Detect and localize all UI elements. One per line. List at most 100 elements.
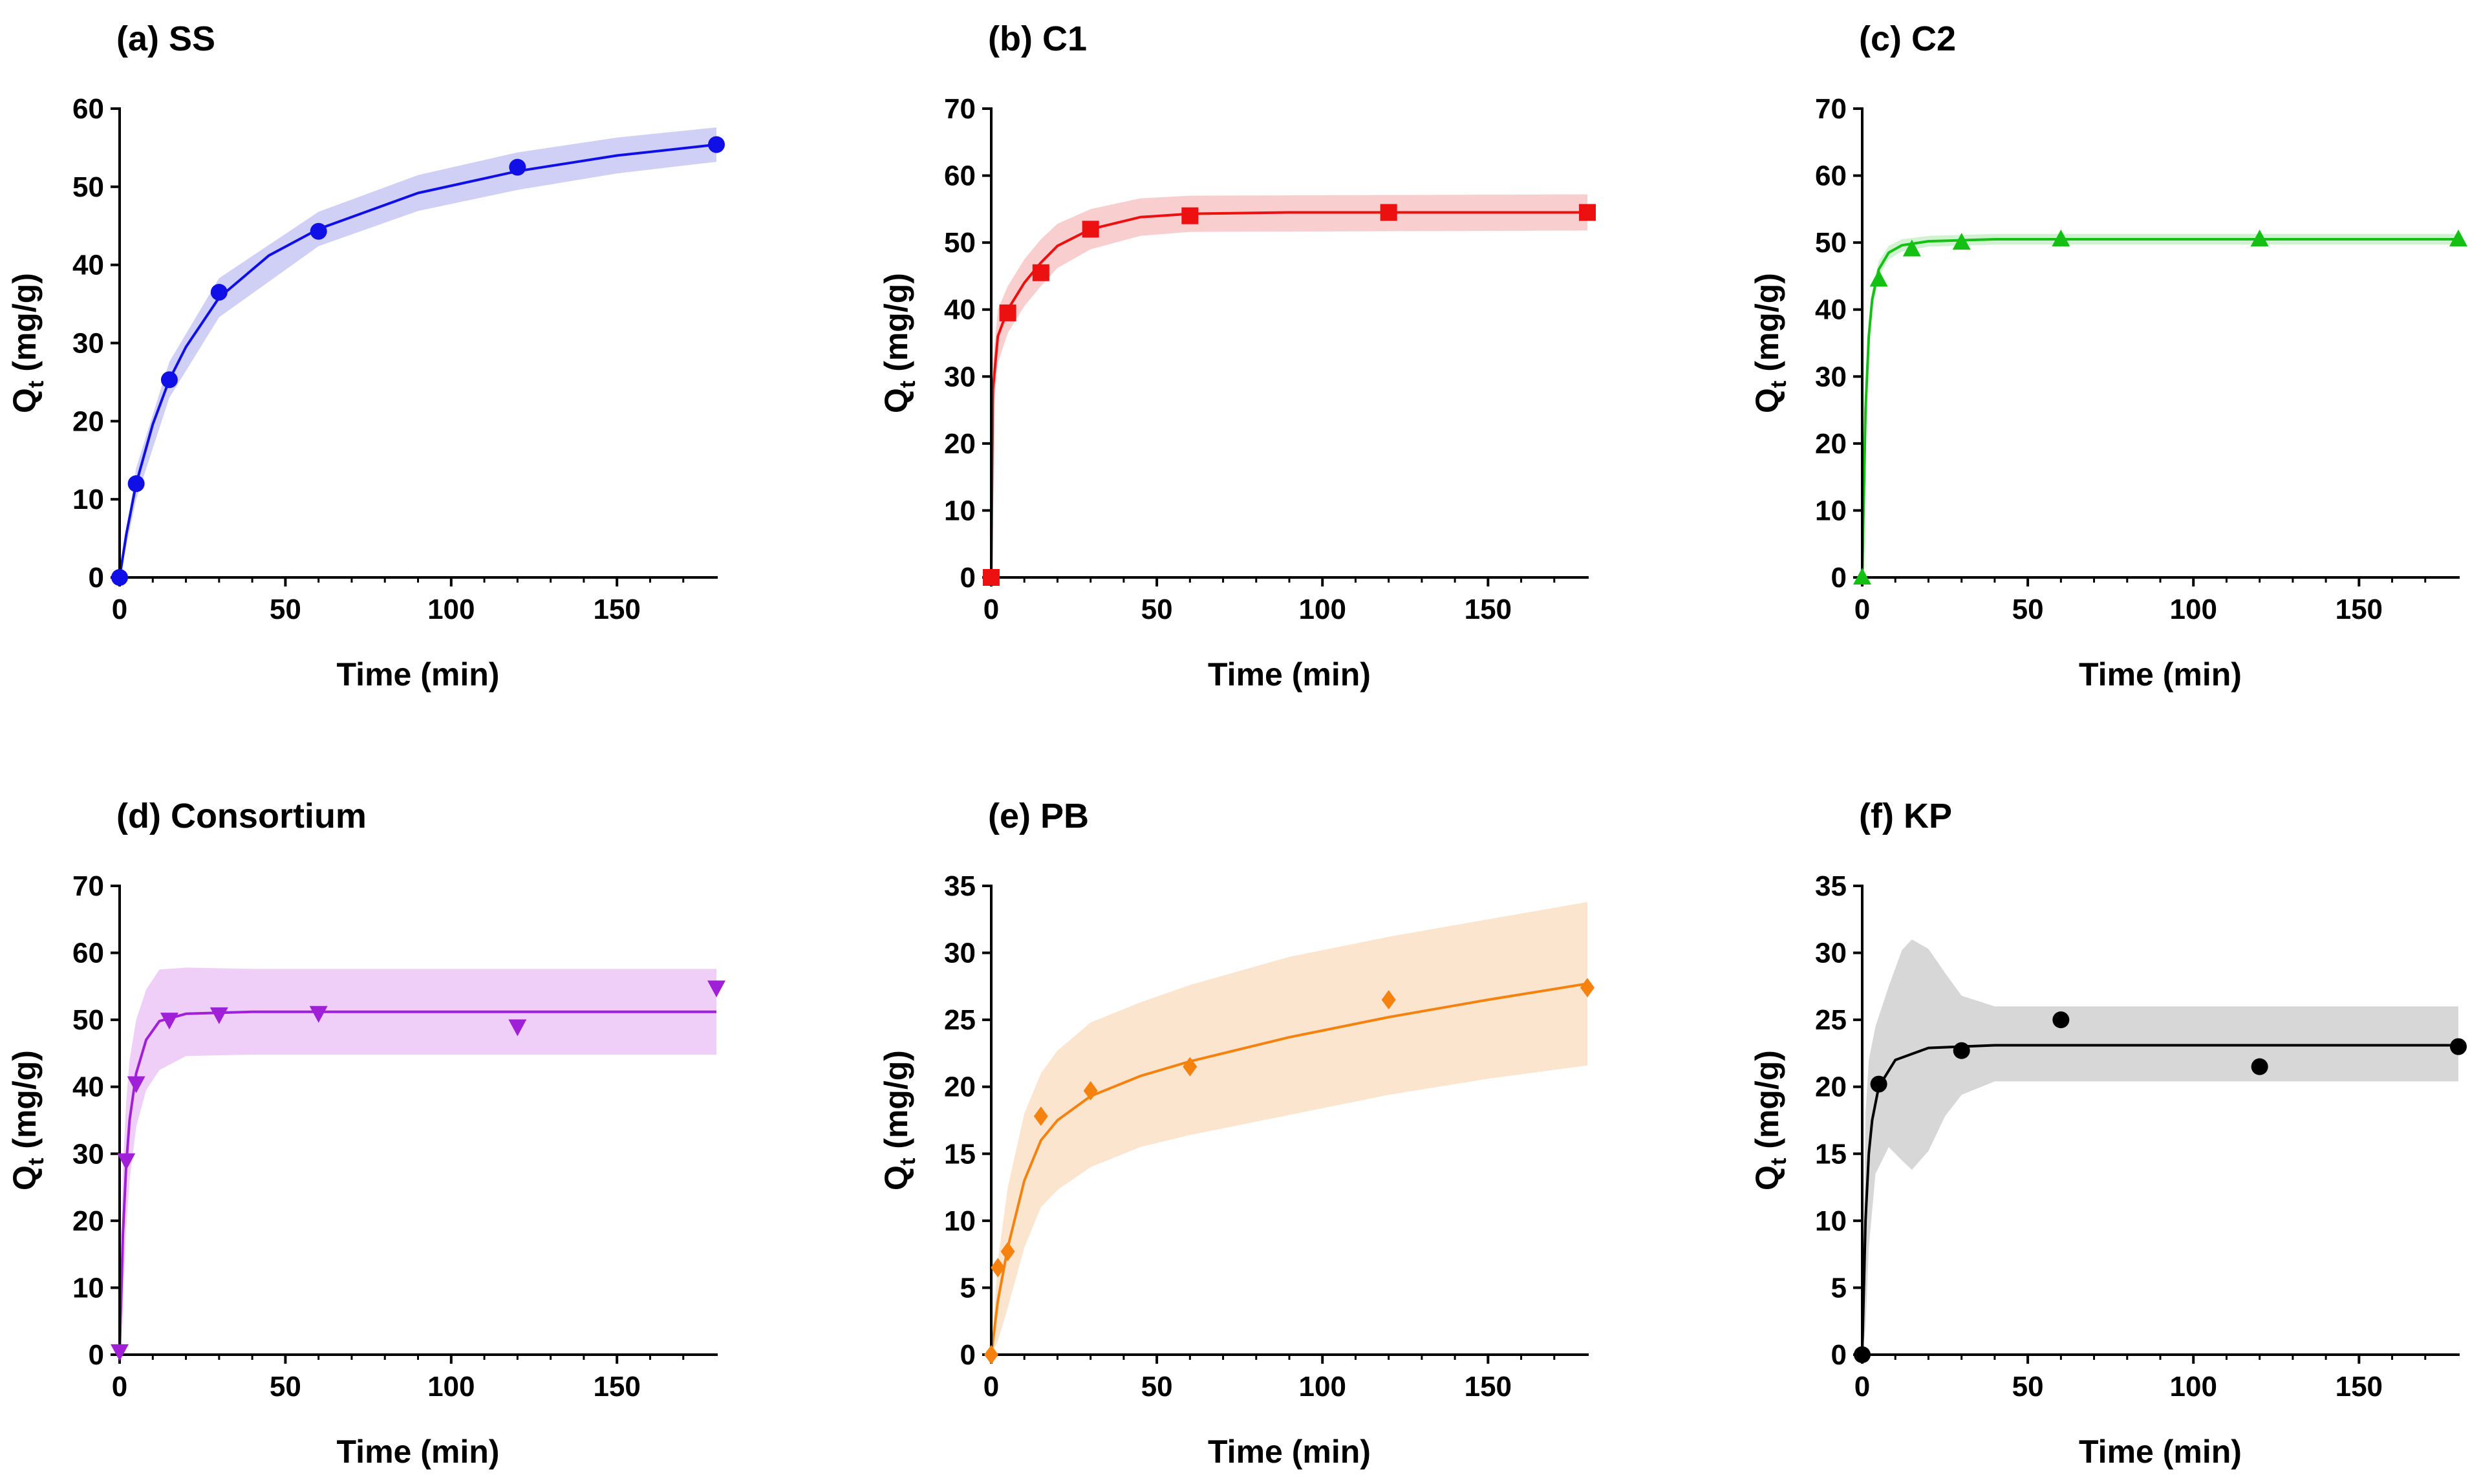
data-point bbox=[509, 158, 526, 176]
y-tick-label: 10 bbox=[72, 1272, 104, 1304]
y-tick-label: 40 bbox=[72, 1071, 104, 1103]
data-point bbox=[707, 980, 725, 998]
y-tick-label: 30 bbox=[1815, 938, 1847, 969]
x-tick-label: 0 bbox=[112, 594, 127, 625]
data-point bbox=[310, 222, 327, 240]
panel-title: (a) SS bbox=[116, 19, 215, 58]
y-tick-label: 35 bbox=[1815, 870, 1847, 902]
data-point bbox=[1381, 990, 1396, 1010]
data-point bbox=[1183, 1057, 1198, 1077]
y-tick-label: 40 bbox=[72, 250, 104, 281]
x-tick-label: 100 bbox=[1299, 594, 1346, 625]
data-point bbox=[1380, 204, 1397, 221]
x-axis-label: Time (min) bbox=[2079, 656, 2242, 693]
data-point bbox=[2251, 1058, 2268, 1075]
x-tick-label: 100 bbox=[427, 1371, 475, 1403]
data-point bbox=[111, 1344, 129, 1361]
data-point bbox=[160, 371, 178, 389]
x-tick-label: 50 bbox=[1141, 594, 1173, 625]
data-point bbox=[1580, 978, 1595, 998]
data-point bbox=[209, 1007, 228, 1024]
x-axis-label: Time (min) bbox=[1208, 1434, 1371, 1470]
y-tick-label: 30 bbox=[72, 1138, 104, 1170]
data-point bbox=[111, 569, 128, 586]
y-tick-label: 50 bbox=[944, 227, 976, 259]
data-point bbox=[1032, 264, 1049, 281]
y-tick-label: 20 bbox=[72, 405, 104, 437]
data-point bbox=[1033, 1106, 1048, 1126]
y-tick-label: 20 bbox=[944, 1071, 976, 1103]
y-tick-label: 40 bbox=[944, 294, 976, 326]
y-tick-label: 30 bbox=[1815, 361, 1847, 393]
y-tick-label: 20 bbox=[1815, 1071, 1847, 1103]
data-point bbox=[309, 1005, 328, 1023]
data-point bbox=[1853, 568, 1871, 585]
y-tick-label: 10 bbox=[944, 495, 976, 526]
panel-6: 0 5 10 15 20 25 30 35 0 50 100 150 (f) KP Time (min) Q… bbox=[1749, 797, 2467, 1470]
y-axis-label: Qt (mg/g) bbox=[1749, 1050, 1791, 1190]
data-point bbox=[1083, 1081, 1098, 1101]
x-tick-label: 150 bbox=[1465, 1371, 1512, 1403]
y-tick-label: 5 bbox=[960, 1272, 976, 1304]
data-point bbox=[1902, 239, 1921, 257]
y-tick-label: 50 bbox=[1815, 227, 1847, 259]
y-tick-label: 60 bbox=[72, 93, 104, 125]
y-tick-label: 0 bbox=[1831, 1339, 1847, 1371]
data-point bbox=[210, 283, 228, 301]
x-tick-label: 50 bbox=[2012, 594, 2044, 625]
panel-3: 0 10 20 30 40 50 60 70 0 50 100 150 (c) C2 Time (min)… bbox=[1749, 19, 2467, 693]
y-tick-label: 0 bbox=[89, 562, 104, 594]
y-tick-label: 25 bbox=[944, 1004, 976, 1036]
y-axis-label: Qt (mg/g) bbox=[6, 1050, 48, 1190]
data-point bbox=[984, 1345, 998, 1364]
data-point bbox=[1000, 1242, 1015, 1262]
x-tick-label: 50 bbox=[270, 594, 301, 625]
panel-4: 0 10 20 30 40 50 60 70 0 50 100 150 (d) Consortium Ti… bbox=[6, 797, 725, 1470]
y-tick-label: 70 bbox=[944, 93, 976, 125]
data-point bbox=[1869, 270, 1888, 287]
x-tick-label: 0 bbox=[112, 1371, 127, 1403]
y-tick-label: 10 bbox=[1815, 1205, 1847, 1237]
x-tick-label: 150 bbox=[1465, 594, 1512, 625]
data-point bbox=[708, 136, 725, 153]
fit-curve bbox=[1861, 238, 2458, 578]
panel-title: (e) PB bbox=[988, 797, 1089, 835]
y-tick-label: 70 bbox=[72, 870, 104, 902]
data-point bbox=[991, 1258, 1005, 1278]
x-tick-label: 50 bbox=[1141, 1371, 1173, 1403]
y-tick-label: 60 bbox=[944, 160, 976, 192]
y-tick-label: 0 bbox=[960, 562, 976, 594]
y-axis-label: Qt (mg/g) bbox=[878, 273, 920, 413]
confidence-band bbox=[120, 127, 716, 577]
data-point bbox=[2450, 1038, 2467, 1055]
panel-1: 0 10 20 30 40 50 60 0 50 100 150 (a) SS Time (min) Qt… bbox=[6, 19, 725, 693]
panel-title: (c) C2 bbox=[1859, 19, 1956, 58]
y-tick-label: 20 bbox=[944, 428, 976, 460]
y-tick-label: 15 bbox=[1815, 1138, 1847, 1170]
data-point bbox=[999, 304, 1016, 321]
panel-2: 0 10 20 30 40 50 60 70 0 50 100 150 (b) C1 Time (min)… bbox=[878, 19, 1596, 693]
x-tick-label: 0 bbox=[1854, 594, 1870, 625]
y-tick-label: 25 bbox=[1815, 1004, 1847, 1036]
confidence-band bbox=[1862, 233, 2458, 577]
y-tick-label: 50 bbox=[72, 1004, 104, 1036]
data-point bbox=[2052, 229, 2070, 246]
y-tick-label: 0 bbox=[1831, 562, 1847, 594]
data-point bbox=[1181, 207, 1199, 224]
x-axis-label: Time (min) bbox=[1208, 656, 1371, 693]
x-axis-label: Time (min) bbox=[337, 656, 500, 693]
y-tick-label: 30 bbox=[944, 361, 976, 393]
y-tick-label: 60 bbox=[72, 938, 104, 969]
y-tick-label: 40 bbox=[1815, 294, 1847, 326]
fit-curve bbox=[118, 1010, 716, 1355]
data-point bbox=[127, 1076, 145, 1093]
panel-title: (d) Consortium bbox=[116, 797, 367, 835]
y-axis-label: Qt (mg/g) bbox=[6, 273, 48, 413]
confidence-band bbox=[991, 194, 1587, 578]
data-point bbox=[1082, 220, 1099, 238]
data-point bbox=[160, 1013, 178, 1030]
y-tick-label: 5 bbox=[1831, 1272, 1847, 1304]
confidence-band bbox=[1862, 939, 2458, 1355]
y-tick-label: 20 bbox=[1815, 428, 1847, 460]
x-tick-label: 150 bbox=[593, 1371, 640, 1403]
